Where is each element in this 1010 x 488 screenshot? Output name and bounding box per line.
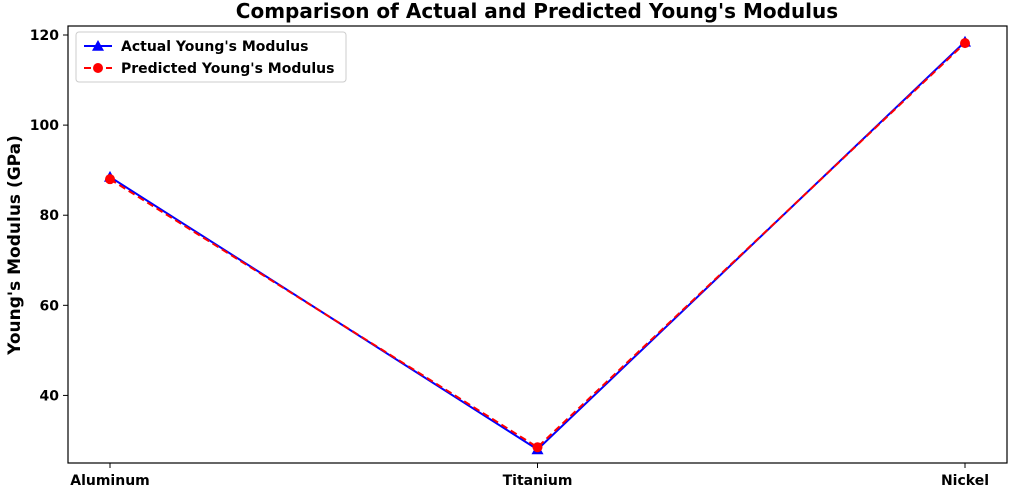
series-1 — [104, 35, 971, 455]
plot-area — [67, 25, 1008, 464]
y-tick-label: 40 — [40, 388, 60, 404]
legend: Actual Young's Modulus Predicted Young's … — [75, 31, 347, 83]
y-tick-label: 80 — [40, 208, 60, 224]
triangle-marker-icon — [92, 40, 104, 51]
data-point — [105, 174, 115, 185]
legend-item: Actual Young's Modulus — [84, 39, 308, 55]
y-tick-label: 60 — [40, 298, 60, 314]
x-tick-label: Nickel — [941, 473, 989, 488]
series-layer — [104, 35, 971, 455]
series-line — [109, 42, 966, 449]
y-axis-ticks: 40 60 80 100 120 — [30, 28, 68, 404]
x-tick-label: Aluminum — [70, 473, 150, 488]
y-axis-label: Young's Modulus (GPa) — [5, 135, 25, 356]
x-axis-ticks: Aluminum Titanium Nickel — [70, 463, 989, 488]
legend-box — [75, 31, 347, 83]
x-tick-label: Titanium — [503, 473, 573, 488]
y-tick-label: 120 — [30, 28, 59, 44]
legend-label: Actual Young's Modulus — [121, 39, 308, 55]
circle-marker-icon — [93, 63, 103, 73]
series-line — [109, 41, 966, 451]
data-point — [960, 38, 970, 49]
y-tick-label: 100 — [30, 118, 59, 134]
data-point — [532, 442, 543, 453]
legend-label: Predicted Young's Modulus — [121, 61, 334, 77]
legend-item: Predicted Young's Modulus — [84, 61, 334, 77]
series-2 — [105, 38, 970, 453]
chart-title: Comparison of Actual and Predicted Young… — [236, 0, 838, 23]
